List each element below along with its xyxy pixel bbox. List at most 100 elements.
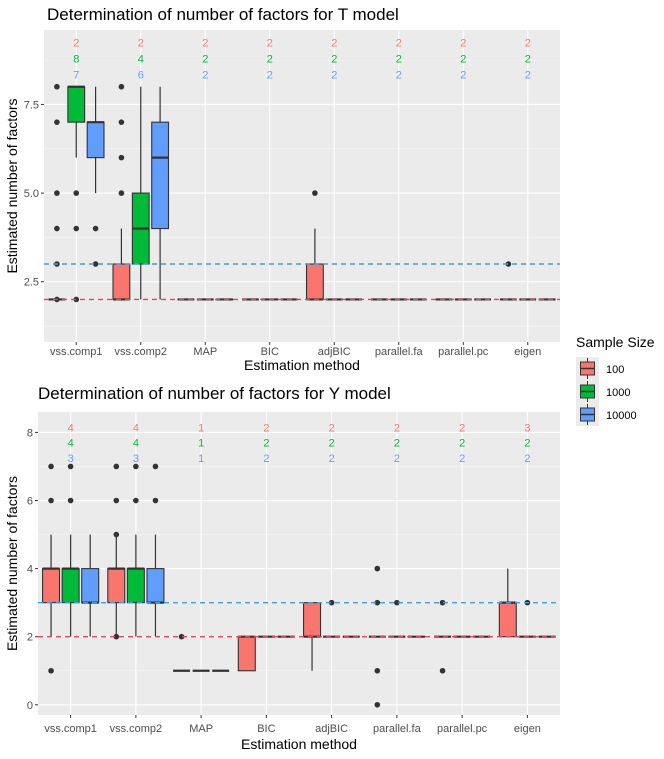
- annotation-label: 2: [396, 53, 402, 65]
- chart-title: Determination of number of factors for Y…: [38, 384, 391, 403]
- x-tick-label: parallel.fa: [375, 346, 424, 358]
- x-tick-label: parallel.pc: [438, 346, 489, 358]
- x-tick-label: vss.comp1: [44, 723, 97, 735]
- annotation-label: 2: [524, 438, 530, 450]
- y-model-chart: 0 2 4 6 8 vss.comp1 vss.comp2 MAP BIC adjBIC paral…: [4, 384, 560, 752]
- annotation-label: 2: [329, 422, 335, 434]
- outlier-point: [67, 463, 74, 470]
- outlier-point: [54, 119, 60, 125]
- box: [86, 121, 105, 159]
- annotation-label: 3: [524, 422, 530, 434]
- annotation-label: 7: [73, 69, 79, 81]
- y-tick-label: 0: [27, 700, 33, 712]
- annotation-label: 2: [267, 53, 273, 65]
- legend-label: 10000: [606, 410, 637, 422]
- legend-title: Sample Size: [576, 334, 655, 350]
- x-tick-label: adjBIC: [315, 723, 348, 735]
- annotation-label: 2: [263, 453, 269, 465]
- annotation-label: 2: [394, 453, 400, 465]
- outlier-point: [48, 667, 54, 674]
- outlier-point: [394, 599, 400, 606]
- annotation-label: 2: [138, 37, 144, 49]
- box: [61, 568, 80, 604]
- annotation-label: 2: [202, 53, 208, 65]
- x-tick-label: eigen: [514, 346, 541, 358]
- outlier-point: [152, 463, 159, 470]
- box: [151, 121, 170, 230]
- annotation-label: 3: [133, 453, 139, 465]
- x-tick-label: vss.comp2: [110, 723, 163, 735]
- outlier-point: [152, 497, 159, 504]
- annotation-label: 1: [198, 438, 204, 450]
- annotation-label: 1: [198, 453, 204, 465]
- annotation-label: 4: [68, 422, 74, 434]
- x-axis-label: Estimation method: [244, 357, 360, 373]
- y-tick-label: 7.5: [24, 99, 39, 111]
- outlier-point: [92, 225, 99, 232]
- annotation-label: 2: [460, 53, 466, 65]
- outlier-point: [118, 119, 125, 125]
- annotation-label: 3: [68, 453, 74, 465]
- outlier-point: [54, 225, 60, 232]
- outlier-point: [113, 463, 120, 470]
- annotation-label: 2: [459, 422, 465, 434]
- annotation-label: 2: [525, 37, 531, 49]
- outlier-point: [178, 633, 185, 640]
- annotation-label: 2: [525, 53, 531, 65]
- annotation-label: 2: [524, 453, 530, 465]
- y-tick-label: 5.0: [24, 188, 39, 200]
- y-tick-label: 6: [27, 496, 33, 508]
- y-tick-label: 8: [27, 427, 33, 439]
- annotation-label: 2: [329, 438, 335, 450]
- panel-background: [38, 412, 560, 715]
- annotation-label: 2: [394, 438, 400, 450]
- annotation-label: 2: [525, 69, 531, 81]
- box: [81, 568, 100, 604]
- x-tick-label: parallel.fa: [373, 723, 422, 735]
- legend-label: 1000: [606, 387, 630, 399]
- x-axis-label: Estimation method: [241, 736, 357, 752]
- y-tick-label: 4: [27, 564, 33, 576]
- annotation-label: 2: [394, 422, 400, 434]
- box: [237, 636, 256, 672]
- annotation-label: 2: [396, 37, 402, 49]
- x-tick-label: BIC: [261, 346, 279, 358]
- annotation-label: 2: [331, 53, 337, 65]
- outlier-point: [73, 225, 80, 232]
- box: [67, 86, 86, 123]
- annotation-label: 1: [198, 422, 204, 434]
- box: [303, 602, 322, 638]
- outlier-point: [73, 296, 80, 303]
- outlier-point: [54, 83, 60, 90]
- x-tick-label: adjBIC: [318, 346, 351, 358]
- outlier-point: [374, 701, 381, 708]
- x-tick-label: eigen: [514, 723, 541, 735]
- box: [107, 568, 126, 604]
- outlier-point: [312, 190, 318, 196]
- outlier-point: [48, 463, 54, 470]
- annotation-label: 2: [263, 422, 269, 434]
- annotation-label: 8: [73, 53, 79, 65]
- annotation-label: 2: [267, 37, 273, 49]
- outlier-point: [328, 599, 335, 606]
- legend: Sample Size 100 1000 10000: [576, 334, 655, 426]
- outlier-point: [92, 261, 99, 267]
- x-tick-label: MAP: [189, 723, 213, 735]
- y-axis-label: Estimated number of factors: [4, 476, 20, 651]
- annotation-label: 4: [138, 53, 144, 65]
- annotation-label: 2: [460, 69, 466, 81]
- outlier-point: [118, 83, 125, 90]
- box: [42, 568, 61, 604]
- outlier-point: [113, 633, 120, 640]
- annotation-label: 2: [202, 37, 208, 49]
- box: [146, 568, 165, 604]
- annotation-label: 2: [331, 69, 337, 81]
- annotation-label: 2: [459, 438, 465, 450]
- outlier-point: [113, 497, 120, 504]
- outlier-point: [118, 154, 125, 161]
- outlier-point: [505, 261, 512, 267]
- outlier-point: [113, 531, 120, 538]
- annotation-label: 2: [73, 37, 79, 49]
- annotation-label: 2: [202, 69, 208, 81]
